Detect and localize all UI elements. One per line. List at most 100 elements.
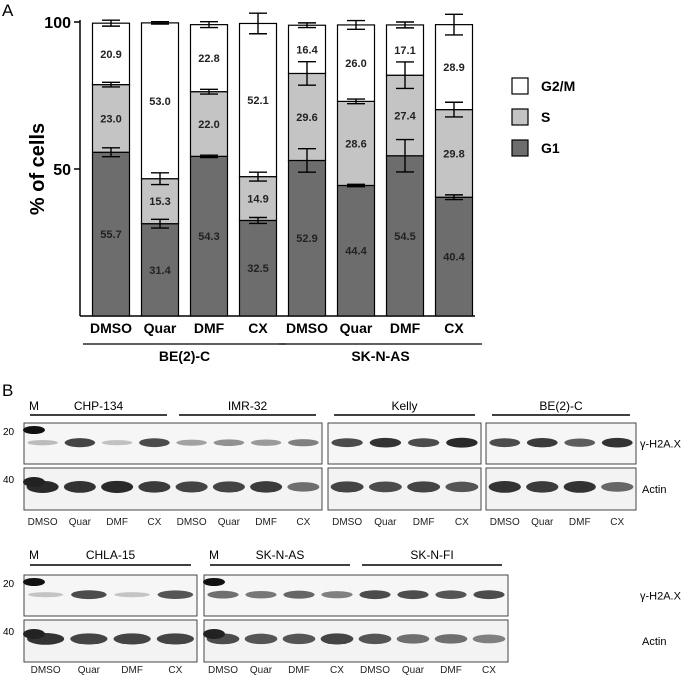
cell-line-label: CHP-134 — [74, 399, 124, 413]
band-actin — [563, 481, 596, 493]
band-h2ax — [526, 438, 558, 448]
data-label: 40.4 — [443, 252, 465, 264]
lane-label: DMSO — [177, 517, 207, 528]
band-actin — [175, 481, 208, 493]
bar-segment-s — [434, 109, 474, 198]
bar-segment-s — [238, 176, 278, 222]
bar-segment-g1 — [91, 151, 131, 317]
band-h2ax — [176, 439, 207, 446]
legend-swatch — [511, 108, 529, 126]
x-tick-label: DMSO — [286, 320, 328, 336]
panel-a-stacked-bar-chart: A 50 100 % of cells 55.7 23.0 20.9 DMSO 31.4 15.3… — [2, 1, 575, 364]
data-label: 55.7 — [100, 229, 121, 241]
band-actin — [244, 633, 278, 645]
data-label: 28.9 — [443, 62, 464, 74]
band-actin — [250, 481, 283, 493]
band-h2ax — [359, 590, 391, 600]
bar-segment-g1 — [140, 223, 180, 317]
lane-label: DMF — [106, 517, 128, 528]
bar-segment-g2m — [336, 24, 376, 102]
size-marker-label: 40 — [3, 475, 15, 486]
data-label: 27.4 — [394, 110, 416, 122]
bar-segment-g1 — [336, 184, 376, 317]
lane-label: DMF — [413, 517, 435, 528]
band-actin — [396, 634, 430, 644]
lane-label: CX — [296, 517, 310, 528]
data-label: 26.0 — [345, 58, 366, 70]
band-h2ax — [27, 440, 58, 446]
bar-segment-s — [140, 178, 180, 225]
marker-label: M — [29, 548, 39, 562]
lane-label: Quar — [402, 665, 425, 675]
band-actin — [282, 633, 316, 645]
lane-label: CX — [147, 517, 161, 528]
band-h2ax — [250, 439, 282, 446]
lane-label: CX — [455, 517, 469, 528]
marker-band — [203, 578, 225, 586]
legend-label: G2/M — [541, 78, 575, 94]
band-actin — [407, 481, 441, 493]
lane-label: DMF — [121, 665, 143, 675]
size-marker-label: 20 — [3, 579, 15, 590]
data-label: 16.4 — [296, 44, 318, 56]
panel-a-label: A — [2, 1, 14, 20]
x-tick-label: CX — [248, 320, 268, 336]
band-h2ax — [397, 590, 429, 600]
data-label: 53.0 — [149, 96, 170, 108]
group-label: SK-N-AS — [351, 348, 409, 364]
lane-label: CX — [610, 517, 624, 528]
legend-label: S — [541, 109, 550, 125]
bar-segment-g2m — [238, 22, 278, 178]
data-label: 22.0 — [198, 119, 219, 131]
data-label: 29.8 — [443, 148, 464, 160]
x-tick-label: DMF — [390, 320, 421, 336]
band-h2ax — [213, 439, 245, 447]
lane-label: DMF — [440, 665, 462, 675]
band-h2ax — [564, 438, 596, 447]
data-label: 22.8 — [198, 53, 219, 65]
band-actin — [212, 481, 245, 493]
band-h2ax — [64, 438, 96, 448]
band-h2ax — [114, 592, 150, 598]
protein-label-actin: Actin — [642, 484, 666, 496]
band-actin — [138, 481, 171, 493]
band-actin — [488, 481, 521, 493]
band-h2ax — [601, 437, 633, 448]
band-h2ax — [245, 590, 277, 599]
band-h2ax — [207, 590, 239, 599]
group-label: BE(2)-C — [159, 348, 210, 364]
bar-segment-g1 — [434, 196, 474, 317]
size-marker-label: 20 — [3, 427, 15, 438]
band-actin — [70, 633, 108, 645]
lane-label: DMF — [288, 665, 310, 675]
band-actin — [472, 634, 506, 644]
data-label: 54.3 — [198, 231, 219, 243]
lane-label: CX — [168, 665, 182, 675]
protein-label-h2ax: γ-H2A.X — [640, 439, 682, 451]
lane-label: Quar — [69, 517, 92, 528]
x-tick-label: Quar — [144, 320, 177, 336]
lane-label: DMSO — [31, 665, 61, 675]
band-actin — [368, 481, 402, 493]
lane-label: DMF — [569, 517, 591, 528]
data-label: 29.6 — [296, 112, 317, 124]
band-h2ax — [489, 438, 521, 448]
band-h2ax — [407, 438, 440, 448]
data-label: 20.9 — [100, 49, 121, 61]
y-axis-label: % of cells — [27, 123, 49, 215]
lane-label: DMSO — [332, 517, 362, 528]
data-label: 17.1 — [394, 45, 415, 57]
legend-swatch — [511, 139, 529, 157]
cell-line-label: SK-N-FI — [410, 548, 453, 562]
band-h2ax — [321, 591, 353, 599]
data-label: 31.4 — [149, 265, 171, 277]
lane-label: Quar — [531, 517, 554, 528]
data-label: 52.9 — [296, 233, 317, 245]
data-label: 23.0 — [100, 113, 121, 125]
band-actin — [320, 633, 354, 645]
band-actin — [113, 633, 151, 645]
data-label: 44.4 — [345, 246, 367, 258]
band-h2ax — [157, 590, 194, 599]
band-h2ax — [331, 438, 363, 448]
